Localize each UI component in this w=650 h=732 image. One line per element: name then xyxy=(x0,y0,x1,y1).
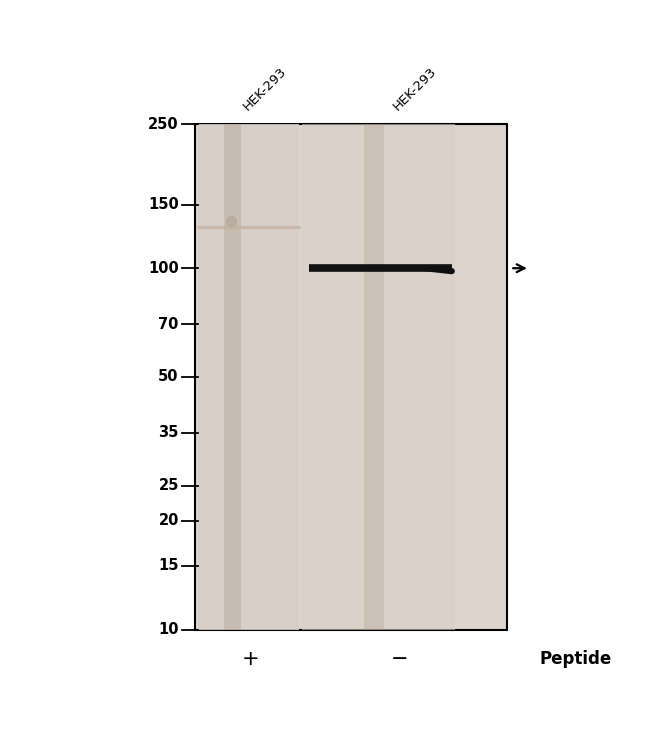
Bar xyxy=(302,124,455,630)
Bar xyxy=(195,124,507,630)
Text: HEK-293: HEK-293 xyxy=(391,65,439,113)
Text: 35: 35 xyxy=(159,425,179,441)
Text: 50: 50 xyxy=(158,370,179,384)
Text: HEK-293: HEK-293 xyxy=(241,65,289,113)
Text: 150: 150 xyxy=(148,197,179,212)
Text: 25: 25 xyxy=(159,478,179,493)
Text: 20: 20 xyxy=(159,513,179,529)
Text: Peptide: Peptide xyxy=(540,650,612,668)
Bar xyxy=(224,124,240,630)
Bar xyxy=(364,124,384,630)
Text: 70: 70 xyxy=(159,317,179,332)
Bar xyxy=(198,124,299,630)
Text: 250: 250 xyxy=(148,117,179,132)
Text: 100: 100 xyxy=(148,261,179,276)
Text: +: + xyxy=(241,649,259,669)
Text: −: − xyxy=(391,649,408,669)
Text: 15: 15 xyxy=(158,559,179,573)
Text: 10: 10 xyxy=(158,622,179,637)
